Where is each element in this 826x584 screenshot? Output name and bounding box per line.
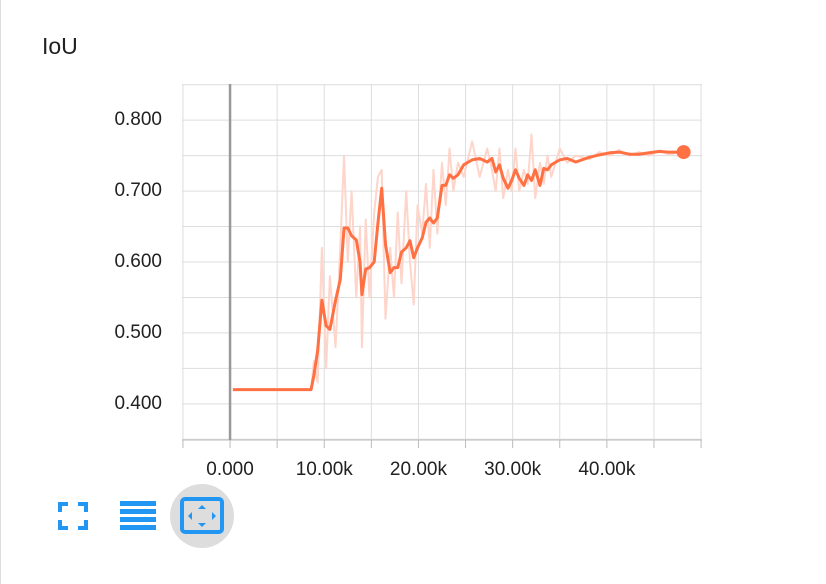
y-tick-label: 0.400 [114,393,162,414]
chart-title: IoU [42,33,78,59]
menu-icon-bar [120,517,156,522]
y-tick-label: 0.700 [114,180,162,201]
toggle-log-button[interactable] [120,501,156,530]
y-tick-label: 0.500 [114,322,162,343]
fit-icon-frame [180,497,224,534]
last-point [676,145,691,160]
series-line [232,149,684,392]
x-tick-label: 30.00k [484,459,542,480]
y-tick-label: 0.600 [114,251,162,272]
fit-domain-button[interactable] [170,484,234,548]
button-highlight [170,484,234,548]
x-tick-label: 40.00k [578,459,636,480]
y-tick-label: 0.800 [114,109,162,130]
x-tick-label: 20.00k [390,459,448,480]
menu-icon-bar [120,525,156,530]
fullscreen-icon [58,502,88,530]
menu-icon-bar [120,501,156,506]
x-tick-label: 0.000 [206,459,254,480]
x-tick-label: 10.00k [296,459,354,480]
menu-icon-bar [120,509,156,514]
fullscreen-button[interactable] [58,502,88,530]
plot: 0.400 0.500 0.600 0.700 0.800 0.000 10.00k 20.0… [114,84,702,480]
